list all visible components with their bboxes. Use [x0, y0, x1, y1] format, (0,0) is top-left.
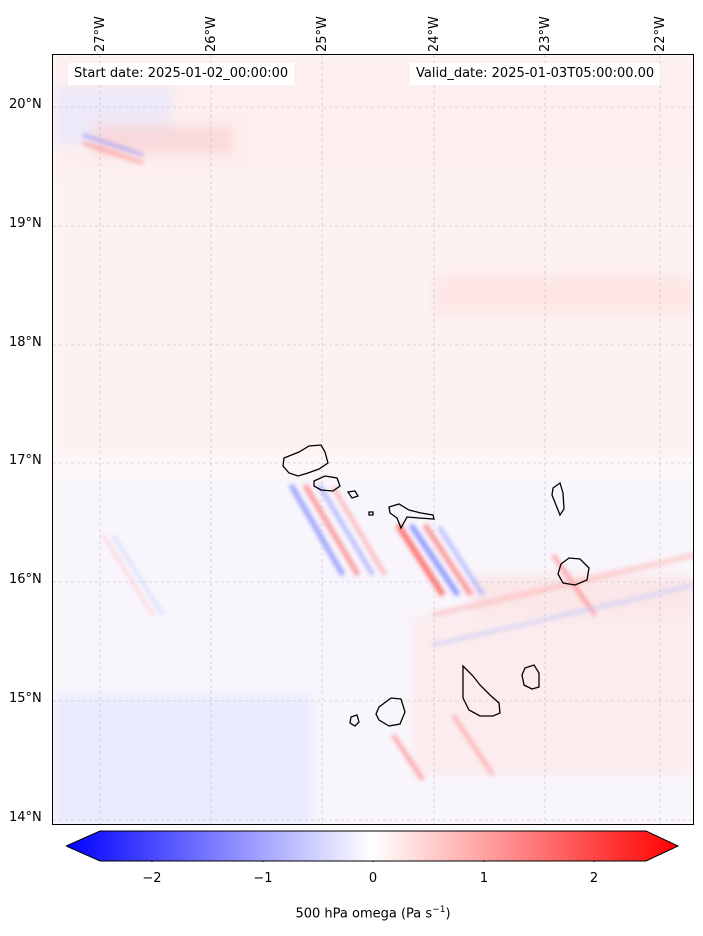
start-date-annotation: Start date: 2025-01-02_00:00:00 — [68, 63, 295, 85]
colorbar-tick-minus1: −1 — [253, 871, 273, 886]
island-santiago — [462, 664, 501, 717]
lon-label-25w: 25°W — [315, 16, 330, 52]
lon-label-26w: 26°W — [204, 16, 219, 52]
lat-label-17n: 17°N — [9, 453, 42, 468]
colorbar-tick-0: 0 — [368, 871, 378, 886]
island-sao-nicolau — [388, 503, 435, 530]
lon-label-22w: 22°W — [653, 16, 668, 52]
coastlines — [282, 444, 590, 727]
colorbar-tick-2: 2 — [589, 871, 599, 886]
island-boa-vista — [557, 557, 590, 586]
island-santo-antao — [282, 444, 329, 477]
island-sao-vicente — [313, 475, 341, 492]
lat-label-15n: 15°N — [9, 691, 42, 706]
island-ilheu — [368, 511, 374, 516]
lat-label-14n: 14°N — [9, 810, 42, 825]
gridlines — [53, 55, 693, 824]
lat-label-20n: 20°N — [9, 97, 42, 112]
lat-label-16n: 16°N — [9, 572, 42, 587]
island-santa-luzia — [346, 490, 359, 499]
colorbar-tick-1: 1 — [479, 871, 489, 886]
island-sal — [551, 481, 565, 517]
colorbar-tick-minus2: −2 — [142, 871, 162, 886]
island-fogo — [375, 697, 406, 727]
colorbar — [66, 830, 680, 862]
omega-background-shading — [53, 55, 693, 824]
colorbar-label: 500 hPa omega (Pa s−1) — [295, 905, 451, 922]
island-maio — [521, 664, 540, 690]
lon-label-23w: 23°W — [538, 16, 553, 52]
lat-label-18n: 18°N — [9, 335, 42, 350]
map-axes — [52, 54, 694, 825]
lat-label-19n: 19°N — [9, 216, 42, 231]
lon-label-27w: 27°W — [93, 16, 108, 52]
omega-field — [53, 55, 693, 824]
omega-wave-streaks — [82, 133, 693, 782]
island-brava — [349, 714, 360, 727]
lon-label-24w: 24°W — [427, 16, 442, 52]
valid-date-annotation: Valid_date: 2025-01-03T05:00:00.00 — [410, 63, 661, 85]
